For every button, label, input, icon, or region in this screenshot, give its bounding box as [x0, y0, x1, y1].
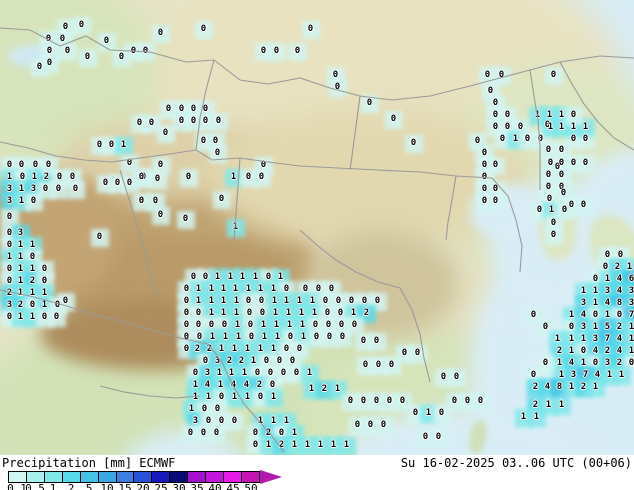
colorbar-swatch-13: [241, 472, 259, 482]
tick-label-5: 5: [85, 482, 93, 490]
northwest-lake: [8, 45, 58, 67]
colorbar-swatch-11: [206, 472, 225, 482]
legend-title: Precipitation [mm] ECMWF: [2, 456, 176, 470]
tick-label-0.5: 0.5: [25, 482, 45, 490]
korea-peninsula: [540, 190, 576, 260]
colorbar-overflow-arrow-icon: [260, 470, 282, 484]
colorbar-swatch-3: [62, 472, 81, 482]
hainan-island: [335, 448, 357, 455]
colorbar[interactable]: [8, 471, 260, 483]
tick-label-10: 10: [100, 482, 114, 490]
forecast-timestamp: Su 16-02-2025 03..06 UTC (00+06): [400, 456, 632, 470]
colorbar-swatch-5: [98, 472, 117, 482]
colorbar-swatch-12: [224, 472, 242, 482]
tick-label-15: 15: [118, 482, 132, 490]
colorbar-swatch-1: [26, 472, 45, 482]
himalaya-ridge: [40, 300, 270, 370]
tick-label-40: 40: [208, 482, 222, 490]
colorbar-swatch-4: [80, 472, 99, 482]
tick-label-1: 1: [49, 482, 57, 490]
tick-label-2: 2: [67, 482, 75, 490]
colorbar-swatch-0: [9, 472, 27, 482]
tick-label-20: 20: [136, 482, 150, 490]
colorbar-swatch-8: [152, 472, 171, 482]
tick-label-35: 35: [190, 482, 204, 490]
colorbar-swatch-10: [188, 472, 207, 482]
tick-label-25: 25: [154, 482, 168, 490]
colorbar-wrapper[interactable]: [8, 470, 282, 484]
tick-label-0.1: 0.1: [7, 482, 27, 490]
tick-label-30: 30: [172, 482, 186, 490]
loess-plateau: [300, 230, 460, 340]
legend-footer: Precipitation [mm] ECMWF Su 16-02-2025 0…: [0, 455, 634, 490]
tick-label-50: 50: [244, 482, 258, 490]
colorbar-tick-labels: 0.1 0.5 1 2 5 10 15 20 25 30 35 40 45 50: [7, 482, 276, 490]
tick-label-45: 45: [226, 482, 240, 490]
colorbar-swatch-9: [170, 472, 189, 482]
colorbar-swatch-7: [134, 472, 153, 482]
bohai-sea: [470, 185, 540, 240]
colorbar-swatch-6: [116, 472, 135, 482]
colorbar-swatch-2: [44, 472, 63, 482]
